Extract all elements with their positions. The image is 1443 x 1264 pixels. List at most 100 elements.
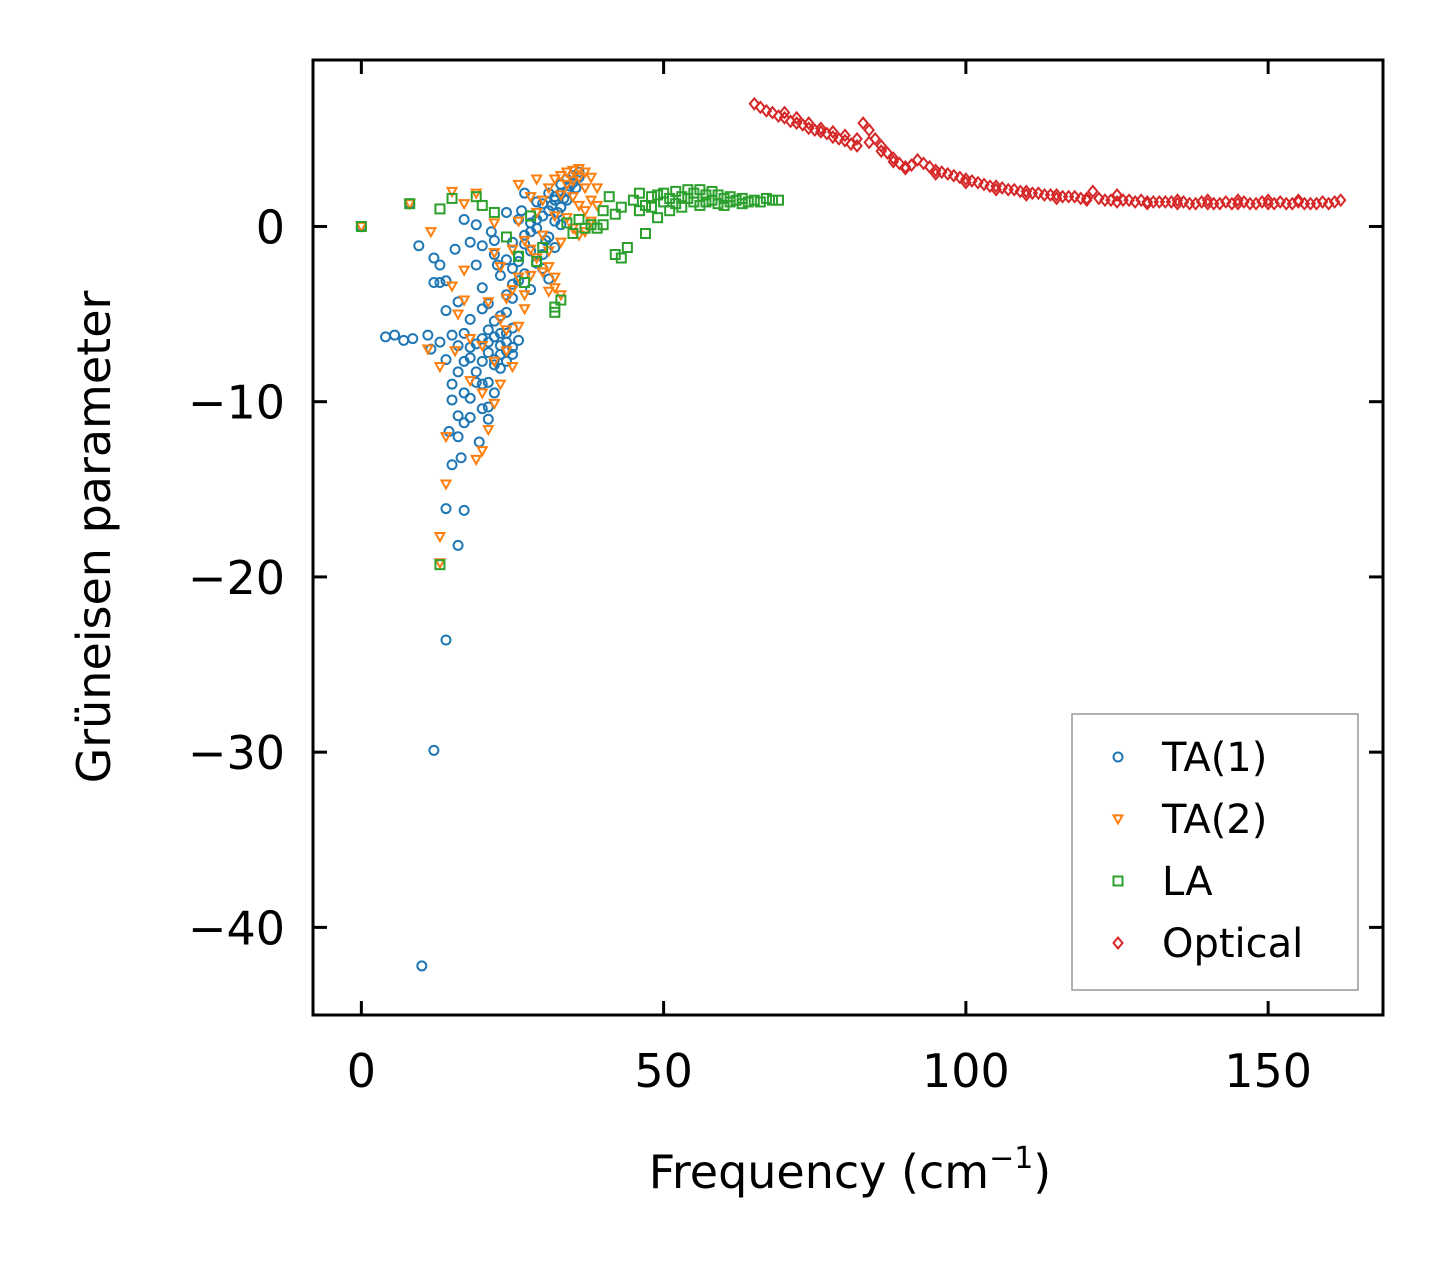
data-point [941,166,954,181]
data-point [646,191,658,203]
data-point [525,284,537,296]
data-point [664,205,676,217]
data-point [524,270,537,283]
y-axis-label: Grüneisen parameter [67,290,121,783]
data-point [978,177,990,192]
data-point [476,282,488,294]
data-point [500,254,512,266]
data-point [603,191,615,203]
data-point [584,216,598,228]
data-point [1171,193,1184,208]
data-point [652,189,664,201]
data-point [609,208,621,220]
y-tick-label: −10 [188,376,285,430]
data-point [491,259,503,271]
data-point [627,194,639,206]
data-point [590,183,604,195]
data-point [451,309,465,321]
data-point [972,175,984,190]
data-point [1310,196,1323,211]
data-point [766,194,778,206]
data-point [748,96,761,111]
data-point [1141,196,1154,211]
data-point [572,200,586,212]
data-point [790,110,803,125]
data-point [845,137,857,152]
data-point [566,176,580,188]
data-point [404,198,416,210]
data-point [458,213,470,225]
data-point [1292,193,1305,208]
data-point [488,398,501,411]
data-point [954,170,966,185]
data-point [446,394,458,406]
data-point [452,366,464,378]
data-point [476,378,488,390]
data-point [500,231,512,243]
data-point [512,179,525,191]
data-point [500,325,513,337]
data-point [519,277,531,289]
data-point [1316,194,1329,209]
data-point [542,262,555,274]
data-point [851,138,863,153]
data-point [464,236,476,248]
data-point [464,313,476,325]
data-point [500,293,513,305]
data-point [482,324,494,336]
data-point [1080,191,1093,206]
data-point [778,105,791,120]
data-point [494,314,507,326]
x-tick-label: 0 [347,1044,376,1098]
data-point [1165,194,1178,209]
data-point [567,227,579,239]
data-point [875,138,888,153]
data-point [464,411,476,423]
x-axis-label: Frequency (cm−1) [649,1141,1052,1199]
data-point [449,243,461,255]
data-point [561,217,573,229]
data-point [500,306,512,318]
data-point [524,192,537,204]
data-point [899,159,912,174]
legend-box [1071,713,1359,991]
data-point [452,410,464,422]
data-point [428,277,440,289]
data-point [476,341,489,353]
plot-frame [311,58,1385,1017]
data-point [494,262,507,274]
data-point [1087,184,1099,199]
data-point [1080,193,1093,208]
data-point [790,116,803,131]
data-point [1262,193,1274,208]
data-point [996,180,1008,195]
data-point [633,187,645,199]
legend-marker [1112,751,1124,763]
data-point [554,190,568,202]
data-point [1008,182,1021,197]
data-point [766,105,779,120]
data-point [457,295,471,307]
data-point [506,263,518,275]
data-point [389,329,401,341]
data-point [1068,189,1081,204]
data-point [470,191,482,203]
data-point [1328,194,1341,209]
data-point [473,436,485,448]
data-point [857,116,869,131]
data-point [573,213,585,225]
data-point [455,452,467,464]
data-point [676,201,688,213]
data-point [413,240,425,252]
data-point [433,532,447,544]
data-point [434,259,446,271]
data-point [1189,196,1202,211]
data-point [555,219,567,231]
data-point [482,413,494,425]
data-point [476,240,488,252]
data-point [1201,193,1214,208]
data-point [428,744,440,756]
data-points [355,96,1347,972]
data-point [482,376,494,388]
